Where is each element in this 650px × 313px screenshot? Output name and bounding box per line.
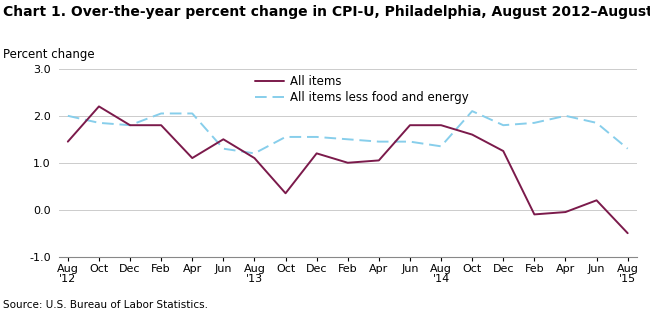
All items xyxy=(188,156,196,160)
All items xyxy=(437,123,445,127)
Text: Source: U.S. Bureau of Labor Statistics.: Source: U.S. Bureau of Labor Statistics. xyxy=(3,300,208,310)
All items less food and energy xyxy=(437,145,445,148)
All items less food and energy xyxy=(375,140,383,143)
All items xyxy=(530,213,538,216)
All items less food and energy xyxy=(562,114,569,118)
Text: Percent change: Percent change xyxy=(3,48,95,61)
All items less food and energy xyxy=(220,147,228,151)
All items xyxy=(250,156,258,160)
All items xyxy=(126,123,134,127)
All items less food and energy xyxy=(126,123,134,127)
All items xyxy=(64,140,72,143)
All items xyxy=(281,192,289,195)
All items less food and energy xyxy=(95,121,103,125)
All items less food and energy xyxy=(64,114,72,118)
All items xyxy=(499,149,507,153)
All items less food and energy xyxy=(406,140,414,143)
All items less food and energy xyxy=(468,109,476,113)
Legend: All items, All items less food and energy: All items, All items less food and energ… xyxy=(255,75,469,104)
All items less food and energy xyxy=(593,121,601,125)
All items xyxy=(468,133,476,136)
All items less food and energy xyxy=(530,121,538,125)
All items xyxy=(375,158,383,162)
Line: All items: All items xyxy=(68,106,628,233)
Text: Chart 1. Over-the-year percent change in CPI-U, Philadelphia, August 2012–August: Chart 1. Over-the-year percent change in… xyxy=(3,5,650,19)
Line: All items less food and energy: All items less food and energy xyxy=(68,111,628,153)
All items less food and energy xyxy=(313,135,320,139)
All items less food and energy xyxy=(250,151,258,155)
All items xyxy=(313,151,320,155)
All items xyxy=(406,123,414,127)
All items xyxy=(562,210,569,214)
All items less food and energy xyxy=(188,112,196,115)
All items xyxy=(593,198,601,202)
All items xyxy=(157,123,165,127)
All items less food and energy xyxy=(157,112,165,115)
All items xyxy=(95,105,103,108)
All items xyxy=(220,137,228,141)
All items less food and energy xyxy=(344,137,352,141)
All items less food and energy xyxy=(624,147,632,151)
All items less food and energy xyxy=(281,135,289,139)
All items xyxy=(344,161,352,165)
All items less food and energy xyxy=(499,123,507,127)
All items xyxy=(624,231,632,235)
